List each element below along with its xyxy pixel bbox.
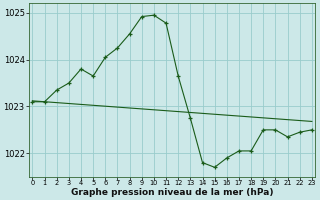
X-axis label: Graphe pression niveau de la mer (hPa): Graphe pression niveau de la mer (hPa) — [71, 188, 273, 197]
